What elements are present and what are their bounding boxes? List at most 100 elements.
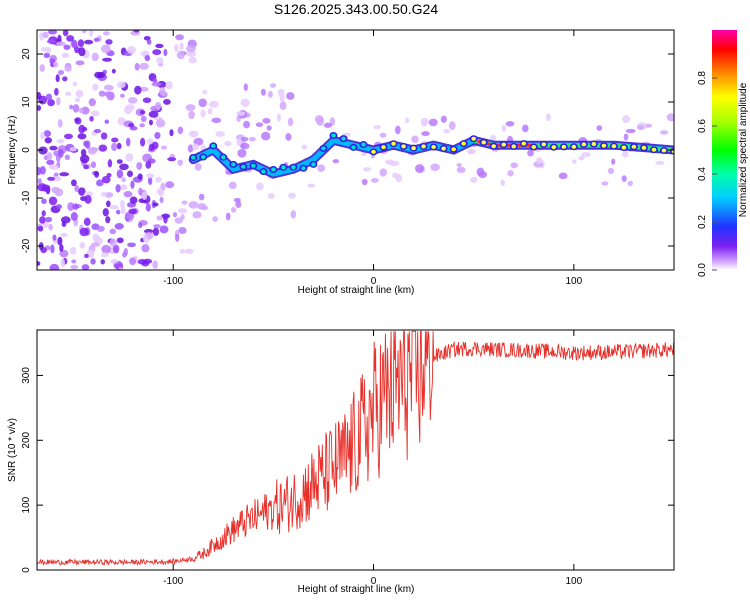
carrier-blob-core bbox=[631, 144, 637, 149]
carrier-blob-core bbox=[331, 133, 336, 138]
noise-speckle bbox=[139, 137, 146, 147]
noise-speckle bbox=[154, 101, 162, 110]
noise-speckle bbox=[74, 117, 82, 125]
noise-speckle bbox=[159, 225, 169, 234]
carrier-blob-core bbox=[231, 162, 236, 167]
noise-speckle bbox=[163, 214, 168, 224]
noise-speckle bbox=[145, 203, 151, 212]
noise-speckle bbox=[69, 147, 77, 152]
noise-speckle bbox=[82, 30, 87, 34]
noise-speckle bbox=[637, 124, 645, 131]
noise-speckle bbox=[60, 258, 65, 268]
noise-speckle bbox=[140, 115, 147, 123]
noise-speckle bbox=[175, 233, 180, 242]
noise-speckle bbox=[92, 233, 100, 243]
noise-speckle bbox=[138, 187, 143, 196]
noise-speckle bbox=[48, 223, 54, 231]
noise-speckle bbox=[48, 164, 59, 170]
noise-speckle bbox=[607, 167, 615, 175]
noise-speckle bbox=[89, 115, 94, 122]
noise-speckle bbox=[37, 225, 44, 232]
noise-speckle bbox=[90, 161, 97, 169]
carrier-blob-core bbox=[301, 166, 306, 171]
noise-speckle bbox=[199, 205, 209, 211]
noise-speckle bbox=[601, 181, 609, 186]
noise-speckle bbox=[114, 222, 124, 230]
noise-speckle bbox=[70, 212, 78, 221]
noise-speckle bbox=[233, 197, 241, 203]
colorbar-tick-label: 0.6 bbox=[697, 119, 708, 133]
noise-speckle bbox=[42, 31, 49, 39]
noise-speckle bbox=[37, 261, 41, 266]
noise-speckle bbox=[81, 264, 90, 270]
spectrogram-ylabel: Frequency (Hz) bbox=[7, 116, 18, 185]
noise-speckle bbox=[307, 183, 316, 188]
noise-speckle bbox=[290, 210, 297, 219]
snr-series bbox=[37, 330, 674, 567]
noise-speckle bbox=[125, 137, 131, 147]
noise-speckle bbox=[467, 148, 476, 155]
noise-speckle bbox=[448, 121, 456, 130]
noise-speckle bbox=[660, 130, 669, 135]
noise-speckle bbox=[177, 208, 188, 214]
noise-speckle bbox=[404, 117, 410, 124]
noise-speckle bbox=[116, 169, 124, 179]
noise-speckle bbox=[611, 158, 616, 165]
carrier-blob-core bbox=[661, 148, 667, 153]
noise-speckle bbox=[134, 62, 140, 71]
noise-speckle bbox=[44, 137, 53, 144]
noise-speckle bbox=[145, 161, 152, 169]
noise-speckle bbox=[75, 60, 85, 66]
noise-speckle bbox=[46, 152, 53, 160]
noise-speckle bbox=[101, 244, 111, 254]
snr-xlabel: Height of straight line (km) bbox=[298, 584, 415, 595]
noise-speckle bbox=[301, 144, 308, 150]
carrier-blob-core bbox=[641, 145, 647, 150]
noise-speckle bbox=[107, 159, 113, 168]
noise-speckle bbox=[165, 181, 175, 189]
noise-speckle bbox=[558, 172, 568, 180]
noise-speckle bbox=[83, 164, 89, 170]
noise-speckle bbox=[84, 253, 89, 259]
noise-speckle bbox=[421, 121, 427, 127]
noise-speckle bbox=[50, 244, 55, 254]
noise-speckle bbox=[57, 34, 62, 43]
carrier-blob-core bbox=[351, 145, 356, 150]
colorbar-tick-label: 0.2 bbox=[697, 215, 708, 229]
noise-speckle bbox=[501, 124, 507, 132]
noise-speckle bbox=[279, 101, 287, 111]
noise-speckle bbox=[116, 142, 122, 150]
noise-speckle bbox=[119, 199, 125, 209]
noise-speckle bbox=[81, 126, 88, 132]
noise-speckle bbox=[371, 177, 379, 183]
carrier-blob-core bbox=[241, 164, 246, 169]
noise-speckle bbox=[92, 83, 99, 91]
noise-speckle bbox=[151, 82, 162, 87]
noise-speckle bbox=[62, 30, 69, 37]
noise-speckle bbox=[163, 98, 171, 105]
noise-speckle bbox=[72, 81, 78, 87]
noise-speckle bbox=[54, 87, 59, 96]
noise-speckle bbox=[144, 54, 151, 62]
carrier-blob-core bbox=[611, 144, 617, 149]
noise-speckle bbox=[106, 91, 115, 101]
noise-speckle bbox=[285, 133, 292, 141]
colorbar-gradient bbox=[712, 30, 737, 270]
carrier-blob-core bbox=[551, 145, 557, 150]
noise-speckle bbox=[129, 257, 137, 266]
carrier-blob-core bbox=[481, 140, 487, 145]
carrier-blob-core bbox=[321, 146, 326, 151]
noise-speckle bbox=[255, 122, 264, 128]
noise-speckle bbox=[37, 91, 42, 100]
noise-speckle bbox=[72, 203, 79, 210]
noise-speckle bbox=[207, 107, 213, 115]
noise-speckle bbox=[41, 198, 47, 205]
carrier-blob-core bbox=[261, 169, 266, 174]
carrier-blob-core bbox=[451, 147, 456, 152]
noise-speckle bbox=[184, 248, 194, 255]
noise-speckle bbox=[173, 43, 179, 53]
noise-speckle bbox=[379, 168, 387, 177]
noise-speckle bbox=[411, 135, 419, 144]
carrier-blob-core bbox=[421, 144, 426, 149]
